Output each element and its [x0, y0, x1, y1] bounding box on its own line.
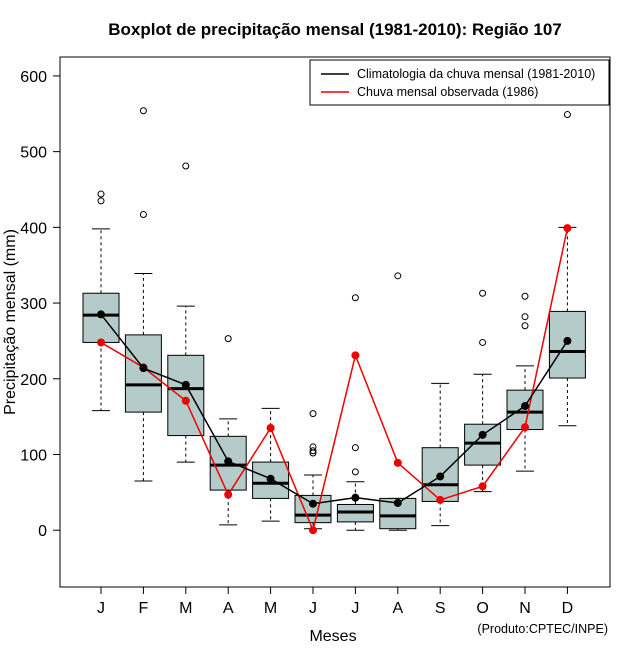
y-tick-label: 400	[20, 220, 47, 237]
box-9	[421, 382, 459, 527]
x-tick-label: N	[519, 600, 531, 617]
box-10	[464, 289, 502, 493]
box-7	[336, 294, 374, 531]
series-point-observada	[563, 224, 572, 233]
y-tick-label: 300	[20, 296, 47, 313]
y-axis: 0 100 200 300 400 500 600	[20, 69, 60, 540]
legend-label-observada: Chuva mensal observada (1986)	[357, 85, 538, 99]
series-point-climatologia	[436, 472, 445, 481]
y-tick-label: 600	[20, 69, 47, 86]
outlier-point	[521, 313, 529, 321]
series-point-climatologia	[478, 430, 487, 439]
credit-text: (Produto:CPTEC/INPE)	[477, 622, 608, 636]
outlier-point	[521, 322, 529, 330]
outlier-point	[309, 410, 317, 418]
x-tick-label: D	[562, 600, 574, 617]
outlier-point	[309, 443, 317, 451]
outlier-point	[479, 338, 487, 346]
legend: Climatologia da chuva mensal (1981-2010)…	[309, 59, 610, 106]
series-point-climatologia	[224, 457, 233, 466]
chart-title: Boxplot de precipitação mensal (1981-201…	[108, 20, 562, 39]
x-tick-label: O	[476, 600, 488, 617]
box-body	[124, 334, 162, 413]
plot-frame	[59, 56, 611, 588]
outlier-point	[521, 292, 529, 300]
y-axis-label: Precipitação mensal (mm)	[2, 229, 19, 415]
box-2	[124, 107, 162, 482]
outlier-point	[224, 335, 232, 343]
series-point-observada	[266, 424, 275, 432]
series-point-observada	[224, 490, 233, 499]
series-point-climatologia	[521, 402, 529, 411]
x-tick-label: M	[179, 600, 192, 617]
series-point-climatologia	[351, 493, 360, 502]
x-tick-label: J	[97, 600, 105, 617]
box-6	[294, 410, 332, 530]
box-body	[464, 423, 502, 466]
series-point-climatologia	[181, 380, 190, 389]
series-point-climatologia	[563, 336, 572, 345]
x-tick-label: J	[309, 600, 317, 617]
series-point-observada	[181, 396, 190, 405]
x-tick-label: M	[264, 600, 277, 617]
series-line-observada	[100, 227, 569, 533]
series-point-observada	[97, 338, 105, 347]
legend-box	[309, 59, 610, 106]
outlier-point	[479, 289, 487, 297]
boxes-group	[82, 107, 586, 531]
y-tick-label: 200	[20, 372, 47, 389]
y-tick-label: 0	[38, 523, 47, 540]
outlier-point	[139, 107, 147, 115]
outlier-point	[351, 294, 359, 302]
series-point-observada	[521, 423, 529, 432]
outlier-point	[351, 444, 359, 452]
outlier-point	[309, 447, 317, 455]
outlier-point	[182, 162, 190, 170]
box-1	[82, 190, 120, 412]
series-lines-group	[97, 224, 572, 535]
series-point-observada	[436, 495, 445, 504]
x-axis-label: Meses	[309, 628, 356, 645]
series-point-observada	[393, 458, 402, 467]
series-point-observada	[309, 526, 317, 535]
series-point-observada	[351, 351, 360, 360]
box-5	[252, 407, 290, 522]
x-tick-label: A	[392, 600, 403, 617]
series-point-climatologia	[309, 499, 317, 508]
x-tick-label: F	[139, 600, 149, 617]
series-point-climatologia	[97, 310, 105, 319]
series-point-climatologia	[393, 498, 402, 507]
x-tick-label: S	[435, 600, 446, 617]
outlier-point	[139, 210, 147, 218]
outlier-point	[351, 468, 359, 476]
legend-label-climatologia: Climatologia da chuva mensal (1981-2010)	[357, 67, 595, 81]
outlier-point	[97, 197, 105, 205]
x-tick-label: J	[351, 600, 359, 617]
box-3	[167, 162, 205, 463]
series-line-climatologia	[100, 313, 569, 505]
y-tick-label: 500	[20, 145, 47, 162]
series-point-climatologia	[266, 474, 275, 483]
outlier-point	[97, 190, 105, 198]
box-12	[548, 111, 586, 427]
y-tick-label: 100	[20, 448, 47, 465]
series-point-climatologia	[139, 364, 148, 373]
series-point-observada	[478, 482, 487, 491]
outlier-point	[563, 111, 571, 119]
box-8	[379, 272, 417, 531]
box-body	[167, 354, 205, 437]
outlier-point	[394, 272, 402, 280]
x-tick-label: A	[223, 600, 234, 617]
